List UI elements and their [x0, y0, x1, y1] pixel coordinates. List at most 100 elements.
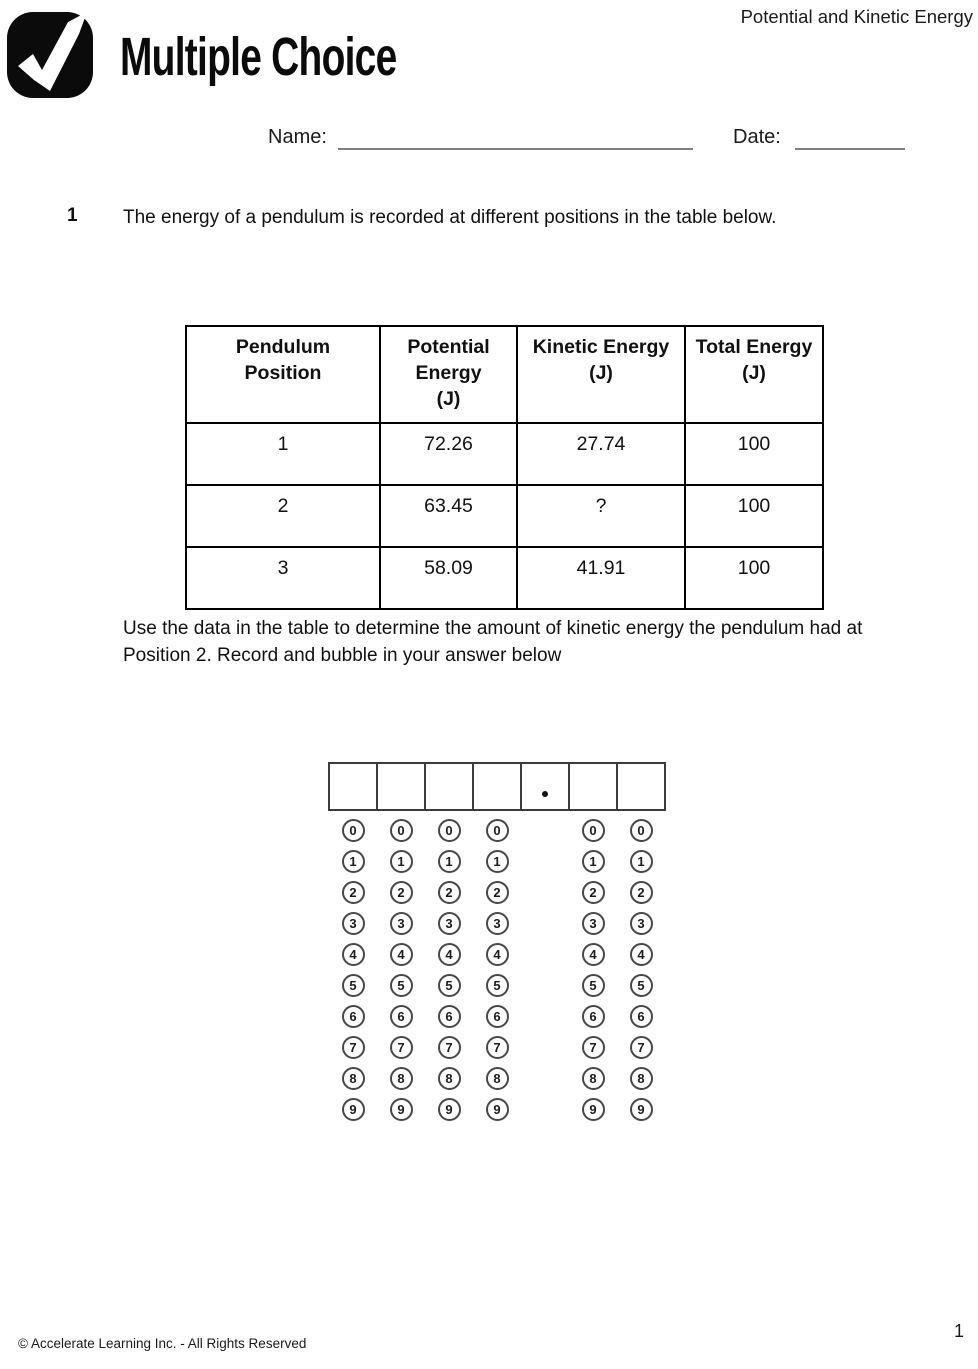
bubble-4[interactable]: 4	[389, 943, 413, 966]
page-number: 1	[954, 1321, 965, 1341]
bubble-7[interactable]: 7	[485, 1036, 509, 1059]
digit-column: 0 1 2 3 4 5 6 7 8 9	[568, 762, 618, 1121]
bubble-4[interactable]: 4	[581, 943, 605, 966]
bubble-8[interactable]: 8	[437, 1067, 461, 1090]
answer-write-box[interactable]	[616, 762, 666, 811]
answer-write-box[interactable]	[472, 762, 522, 811]
footer-copyright: © Accelerate Learning Inc. - All Rights …	[18, 1336, 307, 1351]
bubble-5[interactable]: 5	[389, 974, 413, 997]
table-cell: 72.26	[379, 422, 518, 486]
bubble-1[interactable]: 1	[389, 850, 413, 873]
bubble-4[interactable]: 4	[485, 943, 509, 966]
bubble-8[interactable]: 8	[389, 1067, 413, 1090]
bubble-1[interactable]: 1	[629, 850, 653, 873]
answer-write-box[interactable]	[328, 762, 378, 811]
bubble-0[interactable]: 0	[629, 819, 653, 842]
bubble-7[interactable]: 7	[389, 1036, 413, 1059]
bubble-6[interactable]: 6	[581, 1005, 605, 1028]
bubble-5[interactable]: 5	[485, 974, 509, 997]
table-cell: 100	[684, 546, 824, 610]
table-cell: 27.74	[516, 422, 686, 486]
bubble-9[interactable]: 9	[437, 1098, 461, 1121]
bubble-3[interactable]: 3	[389, 912, 413, 935]
bubble-5[interactable]: 5	[581, 974, 605, 997]
bubble-2[interactable]: 2	[629, 881, 653, 904]
bubble-0[interactable]: 0	[341, 819, 365, 842]
digit-column: 0 1 2 3 4 5 6 7 8 9	[328, 762, 378, 1121]
bubble-2[interactable]: 2	[341, 881, 365, 904]
bubble-3[interactable]: 3	[581, 912, 605, 935]
bubble-6[interactable]: 6	[389, 1005, 413, 1028]
bubble-6[interactable]: 6	[629, 1005, 653, 1028]
bubble-0[interactable]: 0	[389, 819, 413, 842]
bubble-7[interactable]: 7	[437, 1036, 461, 1059]
bubble-2[interactable]: 2	[485, 881, 509, 904]
bubble-6[interactable]: 6	[341, 1005, 365, 1028]
bubble-9[interactable]: 9	[485, 1098, 509, 1121]
worksheet-title: Multiple Choice	[120, 27, 397, 87]
bubble-4[interactable]: 4	[437, 943, 461, 966]
name-label: Name:	[268, 126, 327, 148]
bubble-8[interactable]: 8	[581, 1067, 605, 1090]
question-instruction: Use the data in the table to determine t…	[123, 618, 863, 666]
bubble-5[interactable]: 5	[341, 974, 365, 997]
bubble-4[interactable]: 4	[629, 943, 653, 966]
bubble-3[interactable]: 3	[437, 912, 461, 935]
digit-column: 0 1 2 3 4 5 6 7 8 9	[472, 762, 522, 1121]
bubble-4[interactable]: 4	[341, 943, 365, 966]
answer-write-box[interactable]	[568, 762, 618, 811]
bubble-8[interactable]: 8	[629, 1067, 653, 1090]
bubble-3[interactable]: 3	[629, 912, 653, 935]
bubble-6[interactable]: 6	[437, 1005, 461, 1028]
digit-column: 0 1 2 3 4 5 6 7 8 9	[616, 762, 666, 1121]
date-input-line[interactable]	[795, 148, 905, 150]
table-header-cell: Total Energy (J)	[684, 325, 824, 424]
name-input-line[interactable]	[338, 148, 693, 150]
bubble-0[interactable]: 0	[485, 819, 509, 842]
bubble-7[interactable]: 7	[629, 1036, 653, 1059]
bubble-7[interactable]: 7	[581, 1036, 605, 1059]
bubble-6[interactable]: 6	[485, 1005, 509, 1028]
bubble-1[interactable]: 1	[581, 850, 605, 873]
bubble-8[interactable]: 8	[485, 1067, 509, 1090]
header-topic: Potential and Kinetic Energy	[740, 6, 973, 27]
checkmark-logo	[7, 8, 97, 100]
table-header-cell: Pendulum Position	[185, 325, 381, 424]
table-cell: 100	[684, 484, 824, 548]
bubble-5[interactable]: 5	[437, 974, 461, 997]
bubble-7[interactable]: 7	[341, 1036, 365, 1059]
bubble-2[interactable]: 2	[389, 881, 413, 904]
bubble-2[interactable]: 2	[437, 881, 461, 904]
bubble-9[interactable]: 9	[341, 1098, 365, 1121]
table-row: 2 63.45? 100	[185, 484, 824, 548]
bubble-3[interactable]: 3	[341, 912, 365, 935]
answer-write-box[interactable]	[424, 762, 474, 811]
table-cell: ?	[516, 484, 686, 548]
table-cell: 2	[185, 484, 381, 548]
bubble-0[interactable]: 0	[581, 819, 605, 842]
bubble-3[interactable]: 3	[485, 912, 509, 935]
table-header-cell: Kinetic Energy (J)	[516, 325, 686, 424]
question-number: 1	[67, 205, 78, 226]
question-text: The energy of a pendulum is recorded at …	[123, 207, 777, 228]
answer-write-box[interactable]	[376, 762, 426, 811]
digit-column: 0 1 2 3 4 5 6 7 8 9	[424, 762, 474, 1121]
table-cell: 63.45	[379, 484, 518, 548]
energy-table: Pendulum Position Potential Energy (J) Kin…	[185, 325, 824, 610]
bubble-5[interactable]: 5	[629, 974, 653, 997]
bubble-9[interactable]: 9	[581, 1098, 605, 1121]
bubble-8[interactable]: 8	[341, 1067, 365, 1090]
bubble-0[interactable]: 0	[437, 819, 461, 842]
bubble-9[interactable]: 9	[389, 1098, 413, 1121]
table-cell: 3	[185, 546, 381, 610]
answer-grid: 0 1 2 3 4 5 6 7 8 9 0 1 2 3 4 5 6 7 8 9 0 1 2 3 4 5 6 7 8 9 0 1 2 3 4 5 6 7 8 9…	[328, 762, 666, 1121]
bubble-1[interactable]: 1	[437, 850, 461, 873]
table-cell: 100	[684, 422, 824, 486]
checkmark-icon	[7, 12, 93, 98]
bubble-1[interactable]: 1	[485, 850, 509, 873]
bubble-2[interactable]: 2	[581, 881, 605, 904]
bubble-9[interactable]: 9	[629, 1098, 653, 1121]
table-cell: 1	[185, 422, 381, 486]
bubble-1[interactable]: 1	[341, 850, 365, 873]
